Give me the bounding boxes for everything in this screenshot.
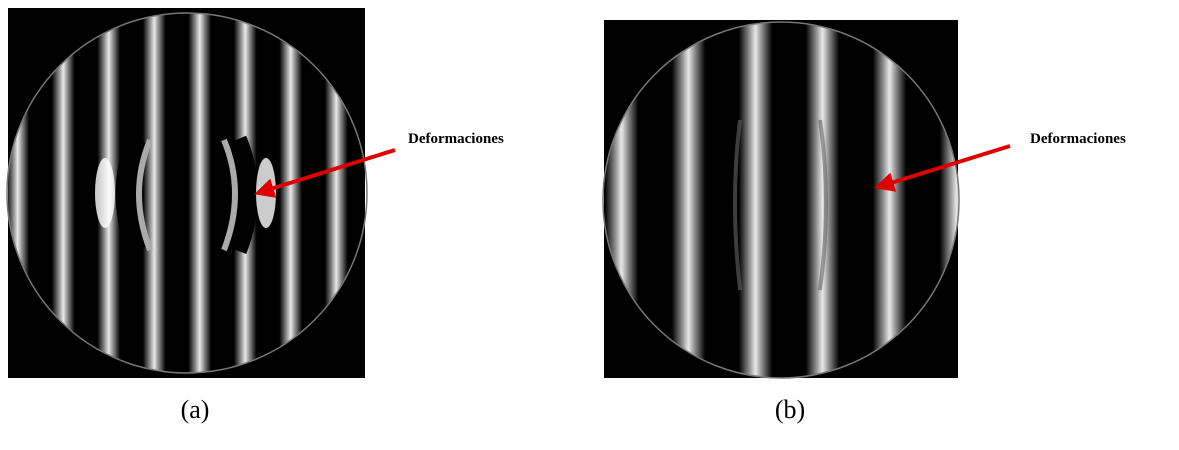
- interferogram-b: [603, 20, 959, 378]
- caption: (a): [181, 395, 210, 424]
- caption: (b): [775, 395, 805, 424]
- page: {"panels": [ {"label": "(a)", "annotatio…: [0, 0, 1179, 450]
- figure: Deformaciones (a) Deformaciones (b): [0, 0, 1179, 450]
- annotation: Deformaciones: [408, 131, 504, 147]
- interferogram-a: [7, 8, 367, 378]
- annotation: Deformaciones: [1030, 131, 1126, 147]
